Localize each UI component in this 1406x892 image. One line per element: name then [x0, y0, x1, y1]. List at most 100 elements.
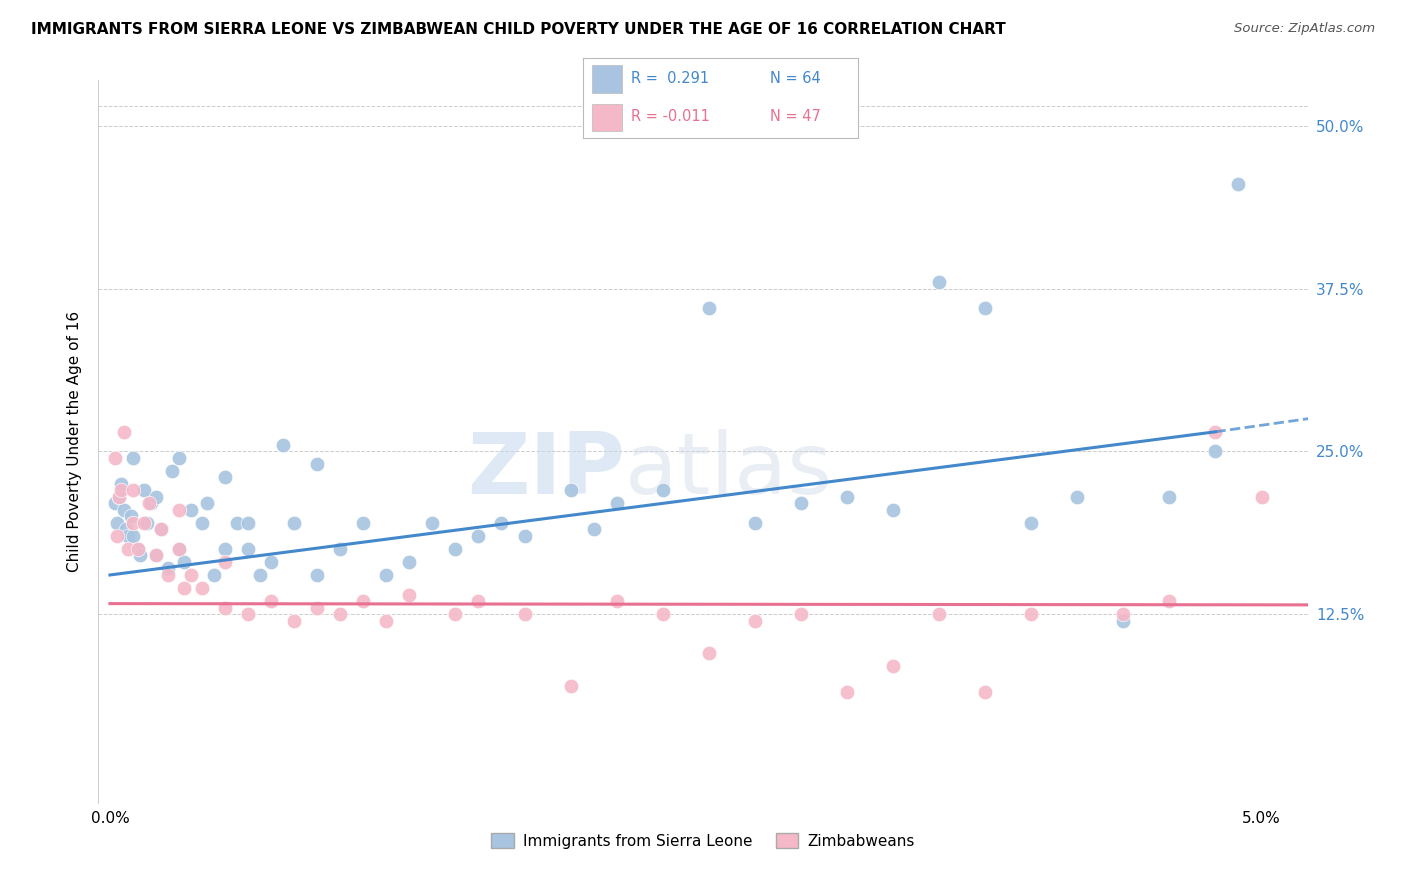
Point — [110, 476, 132, 491]
Point — [225, 516, 247, 530]
Point — [135, 516, 157, 530]
Point — [974, 685, 997, 699]
Text: N = 64: N = 64 — [770, 71, 821, 86]
Point — [127, 541, 149, 556]
Point — [513, 607, 536, 621]
Point — [1112, 607, 1135, 621]
Point — [467, 529, 489, 543]
Point — [110, 483, 132, 498]
Point — [375, 568, 398, 582]
Point — [283, 516, 305, 530]
Legend: Immigrants from Sierra Leone, Zimbabweans: Immigrants from Sierra Leone, Zimbabwean… — [484, 826, 922, 856]
Point — [1204, 444, 1226, 458]
Point — [444, 607, 467, 621]
Point — [513, 529, 536, 543]
Point — [122, 529, 145, 543]
Point — [352, 594, 374, 608]
Point — [134, 516, 156, 530]
Point — [651, 483, 673, 498]
Point — [108, 490, 131, 504]
Point — [697, 646, 720, 660]
Text: ZIP: ZIP — [467, 429, 624, 512]
Point — [651, 607, 673, 621]
Point — [271, 438, 294, 452]
Point — [375, 614, 398, 628]
Point — [214, 541, 236, 556]
Point — [105, 516, 128, 530]
Text: N = 47: N = 47 — [770, 110, 821, 125]
Point — [329, 541, 352, 556]
Point — [697, 301, 720, 315]
Point — [112, 425, 135, 439]
Point — [127, 541, 149, 556]
Text: atlas: atlas — [624, 429, 832, 512]
Point — [236, 541, 259, 556]
Point — [145, 490, 167, 504]
Point — [173, 555, 195, 569]
Point — [560, 679, 582, 693]
Text: R =  0.291: R = 0.291 — [631, 71, 710, 86]
Text: IMMIGRANTS FROM SIERRA LEONE VS ZIMBABWEAN CHILD POVERTY UNDER THE AGE OF 16 COR: IMMIGRANTS FROM SIERRA LEONE VS ZIMBABWE… — [31, 22, 1005, 37]
Point — [167, 503, 190, 517]
Point — [582, 523, 605, 537]
Point — [1227, 178, 1250, 192]
Point — [149, 523, 172, 537]
Point — [744, 516, 766, 530]
Point — [422, 516, 444, 530]
FancyBboxPatch shape — [592, 65, 621, 93]
Point — [398, 555, 420, 569]
Point — [120, 509, 142, 524]
Point — [202, 568, 225, 582]
Point — [105, 529, 128, 543]
Point — [249, 568, 271, 582]
Point — [122, 483, 145, 498]
Point — [560, 483, 582, 498]
Point — [790, 607, 813, 621]
Point — [352, 516, 374, 530]
Point — [191, 516, 214, 530]
Point — [1019, 516, 1042, 530]
Point — [307, 568, 329, 582]
Point — [236, 516, 259, 530]
Point — [156, 561, 179, 575]
Point — [138, 496, 160, 510]
Point — [307, 600, 329, 615]
Point — [180, 568, 202, 582]
Point — [112, 503, 135, 517]
Point — [195, 496, 218, 510]
Point — [928, 607, 950, 621]
Point — [214, 470, 236, 484]
Point — [214, 555, 236, 569]
Point — [283, 614, 305, 628]
Point — [606, 496, 628, 510]
Point — [835, 685, 858, 699]
Point — [134, 483, 156, 498]
Point — [108, 490, 131, 504]
Point — [307, 458, 329, 472]
Point — [149, 523, 172, 537]
Point — [928, 275, 950, 289]
Point — [835, 490, 858, 504]
Point — [167, 541, 190, 556]
Point — [236, 607, 259, 621]
Point — [744, 614, 766, 628]
Point — [467, 594, 489, 608]
Point — [1112, 614, 1135, 628]
Point — [117, 541, 139, 556]
Point — [145, 549, 167, 563]
Point — [191, 581, 214, 595]
Point — [260, 555, 283, 569]
Point — [606, 594, 628, 608]
Point — [128, 549, 150, 563]
Point — [103, 496, 125, 510]
Point — [103, 450, 125, 465]
Point — [141, 496, 163, 510]
Text: Source: ZipAtlas.com: Source: ZipAtlas.com — [1234, 22, 1375, 36]
FancyBboxPatch shape — [592, 103, 621, 131]
Point — [1204, 425, 1226, 439]
Point — [122, 516, 145, 530]
Text: R = -0.011: R = -0.011 — [631, 110, 710, 125]
Point — [180, 503, 202, 517]
Point — [491, 516, 513, 530]
Point — [160, 464, 183, 478]
